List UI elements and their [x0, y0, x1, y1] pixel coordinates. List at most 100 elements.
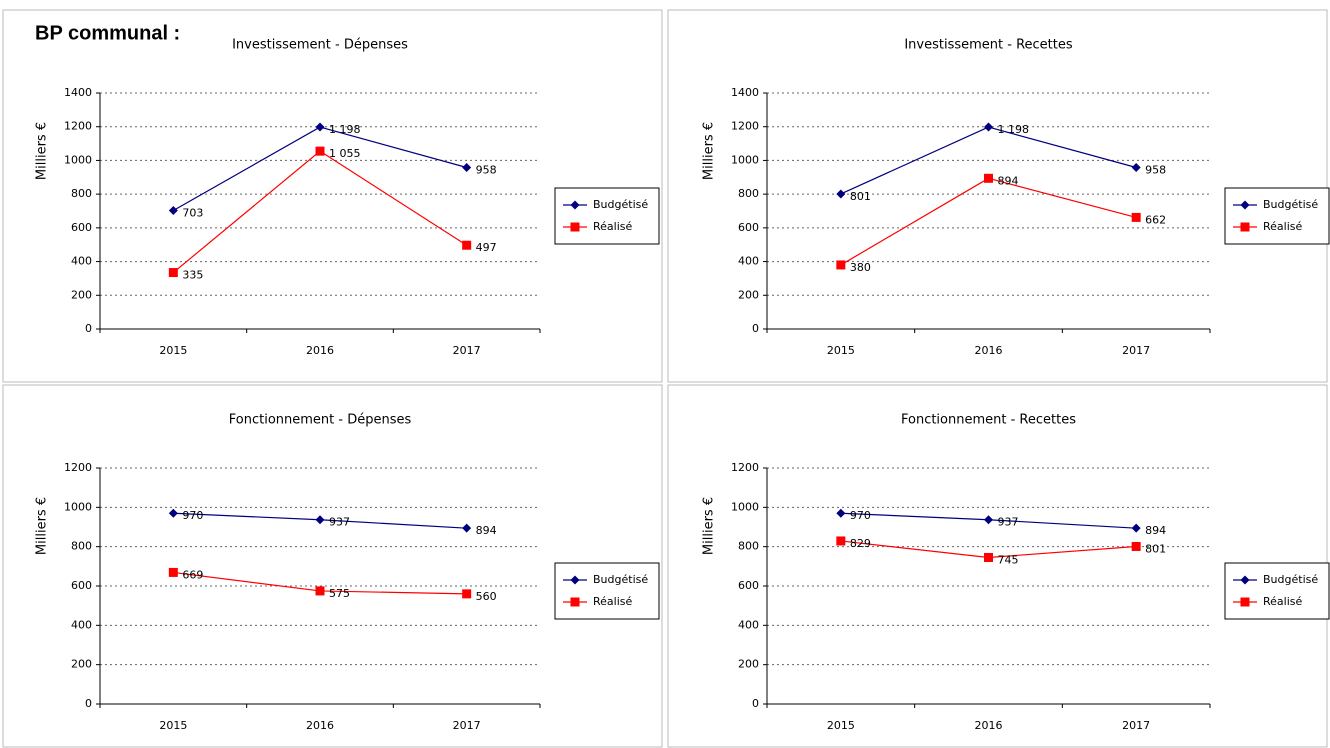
marker	[168, 205, 178, 215]
y-tick-label: 1200	[731, 120, 759, 133]
x-tick-label: 2016	[306, 344, 334, 357]
y-tick-label: 1400	[731, 86, 759, 99]
y-tick-label: 1400	[64, 86, 92, 99]
data-label: 829	[850, 537, 871, 550]
x-tick-label: 2015	[159, 719, 187, 732]
chart-title: Investissement - Dépenses	[232, 38, 408, 53]
data-label: 669	[182, 568, 203, 581]
legend-box	[1224, 562, 1330, 620]
legend-box	[554, 562, 660, 620]
x-tick-label: 2016	[306, 719, 334, 732]
y-tick-label: 400	[738, 618, 759, 631]
data-label: 380	[850, 261, 871, 274]
chart-title: Investissement - Recettes	[904, 38, 1073, 53]
y-tick-label: 600	[71, 221, 92, 234]
data-label: 958	[1145, 164, 1166, 177]
y-tick-label: 600	[738, 579, 759, 592]
chart-title: Fonctionnement - Recettes	[901, 413, 1076, 428]
series-line	[840, 177, 1137, 266]
y-tick-label: 1200	[64, 461, 92, 474]
y-tick-label: 800	[738, 540, 759, 553]
legend-box	[1224, 187, 1330, 245]
page-heading: BP communal :	[35, 22, 180, 44]
marker	[1131, 541, 1141, 551]
marker	[1240, 575, 1250, 585]
marker	[836, 189, 846, 199]
y-tick-label: 200	[738, 288, 759, 301]
marker	[1131, 163, 1141, 173]
y-axis-label: Milliers €	[35, 497, 50, 555]
marker	[1240, 222, 1250, 232]
y-tick-label: 1000	[64, 153, 92, 166]
x-tick-label: 2016	[975, 719, 1003, 732]
data-label: 335	[182, 269, 203, 282]
y-tick-label: 200	[738, 658, 759, 671]
y-tick-label: 800	[738, 187, 759, 200]
marker	[836, 260, 846, 270]
marker	[984, 173, 993, 183]
marker	[315, 146, 325, 156]
marker	[836, 508, 846, 518]
marker	[462, 589, 472, 599]
marker	[570, 597, 580, 607]
y-tick-label: 400	[71, 618, 92, 631]
data-label: 894	[998, 174, 1019, 187]
x-tick-label: 2017	[453, 344, 481, 357]
y-tick-label: 600	[71, 579, 92, 592]
y-tick-label: 200	[71, 288, 92, 301]
y-axis-label: Milliers €	[702, 497, 717, 555]
data-label: 894	[476, 524, 497, 537]
data-label: 497	[476, 241, 497, 254]
data-label: 575	[329, 587, 350, 600]
y-tick-label: 400	[738, 255, 759, 268]
marker	[570, 575, 580, 585]
legend-label: Réalisé	[593, 595, 633, 608]
x-tick-label: 2016	[975, 344, 1003, 357]
data-label: 560	[476, 590, 497, 603]
y-tick-label: 1000	[64, 500, 92, 513]
data-label: 1 055	[329, 147, 361, 160]
legend-label: Budgétisé	[1263, 573, 1318, 586]
data-label: 894	[1145, 524, 1166, 537]
data-label: 937	[998, 516, 1019, 529]
data-label: 1 198	[329, 123, 361, 136]
y-tick-label: 200	[71, 658, 92, 671]
y-tick-label: 1200	[64, 120, 92, 133]
y-tick-label: 1200	[731, 461, 759, 474]
y-tick-label: 0	[85, 322, 92, 335]
data-label: 970	[182, 509, 203, 522]
x-tick-label: 2015	[827, 719, 855, 732]
marker	[1131, 212, 1141, 222]
marker	[984, 122, 993, 132]
data-label: 958	[476, 164, 497, 177]
data-label: 745	[998, 553, 1019, 566]
y-tick-label: 800	[71, 540, 92, 553]
x-tick-label: 2017	[1122, 719, 1150, 732]
data-label: 662	[1145, 213, 1166, 226]
data-label: 970	[850, 509, 871, 522]
marker	[462, 523, 472, 533]
marker	[984, 552, 993, 562]
marker	[168, 268, 178, 278]
data-label: 703	[182, 206, 203, 219]
marker	[462, 240, 472, 250]
marker	[836, 536, 846, 546]
x-tick-label: 2017	[1122, 344, 1150, 357]
series-line	[172, 150, 467, 273]
chart-title: Fonctionnement - Dépenses	[229, 413, 412, 428]
marker	[1240, 200, 1250, 210]
y-tick-label: 800	[71, 187, 92, 200]
y-tick-label: 1000	[731, 153, 759, 166]
marker	[570, 200, 580, 210]
y-axis-label: Milliers €	[35, 122, 50, 180]
data-label: 801	[850, 190, 871, 203]
legend-box	[554, 187, 660, 245]
x-tick-label: 2015	[827, 344, 855, 357]
data-label: 1 198	[998, 123, 1030, 136]
y-tick-label: 1000	[731, 500, 759, 513]
data-label: 801	[1145, 542, 1166, 555]
y-axis-label: Milliers €	[702, 122, 717, 180]
panel-frame	[2, 384, 663, 748]
marker	[462, 163, 472, 173]
